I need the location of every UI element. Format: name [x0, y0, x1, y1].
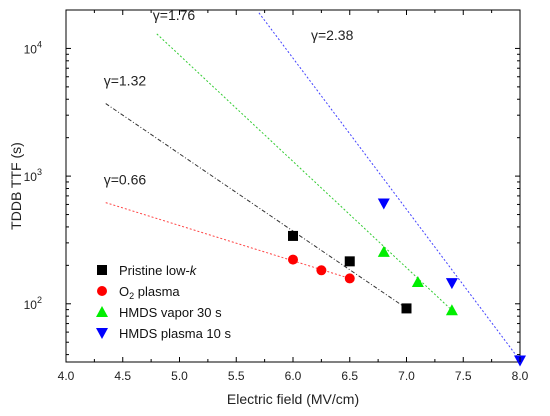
y-tick-label: 102 [24, 295, 42, 312]
x-tick-label: 5.0 [171, 369, 188, 383]
x-tick-label: 7.5 [455, 369, 472, 383]
data-point [288, 230, 298, 241]
data-point [377, 198, 390, 210]
data-point [344, 273, 355, 284]
fit-lines [105, 12, 521, 361]
x-tick-label: 5.5 [228, 369, 245, 383]
gamma-annotation: γ=2.38 [311, 27, 354, 43]
data-point [344, 256, 355, 267]
legend-marker [96, 306, 108, 317]
legend: Pristine low-k O2 plasma HMDS vapor 30 s HM… [96, 263, 231, 341]
data-point [411, 276, 424, 288]
data-point [377, 245, 390, 257]
gamma-annotation: γ=0.66 [104, 172, 147, 188]
x-tick-label: 6.5 [341, 369, 358, 383]
x-tick-label: 8.0 [512, 369, 529, 383]
fit-line [105, 103, 407, 309]
data-point [288, 254, 298, 265]
fit-line [105, 202, 350, 279]
legend-marker [96, 328, 108, 339]
legend-label: Pristine low-k [119, 263, 198, 278]
gamma-annotations: γ=1.32 γ=0.66 γ=1.76 γ=2.38 [104, 7, 354, 188]
fit-line [156, 33, 453, 311]
y-tick-label: 103 [24, 167, 42, 184]
x-tick-label: 6.0 [285, 369, 302, 383]
gamma-annotation: γ=1.32 [104, 73, 147, 89]
x-tick-label: 4.0 [58, 369, 75, 383]
fit-line [258, 12, 521, 361]
legend-marker [97, 265, 107, 275]
y-axis-label: TDDB TTF (s) [8, 142, 24, 230]
data-point [316, 265, 327, 276]
data-point [445, 278, 458, 290]
data-point [445, 304, 458, 316]
data-points [288, 198, 526, 367]
x-axis-label: Electric field (MV/cm) [227, 391, 359, 407]
legend-label: HMDS plasma 10 s [119, 326, 231, 341]
x-tick-label: 7.0 [398, 369, 415, 383]
legend-marker [97, 286, 107, 296]
gamma-annotation: γ=1.76 [153, 7, 196, 23]
data-point [401, 303, 412, 314]
legend-label: HMDS vapor 30 s [119, 305, 222, 320]
x-tick-label: 4.5 [114, 369, 131, 383]
axes: 4.0 4.5 5.0 5.5 6.0 6.5 7.0 7.5 8.0 102 103 104 [24, 9, 529, 383]
legend-label: O2 plasma [119, 284, 180, 301]
y-tick-label: 104 [24, 39, 42, 56]
